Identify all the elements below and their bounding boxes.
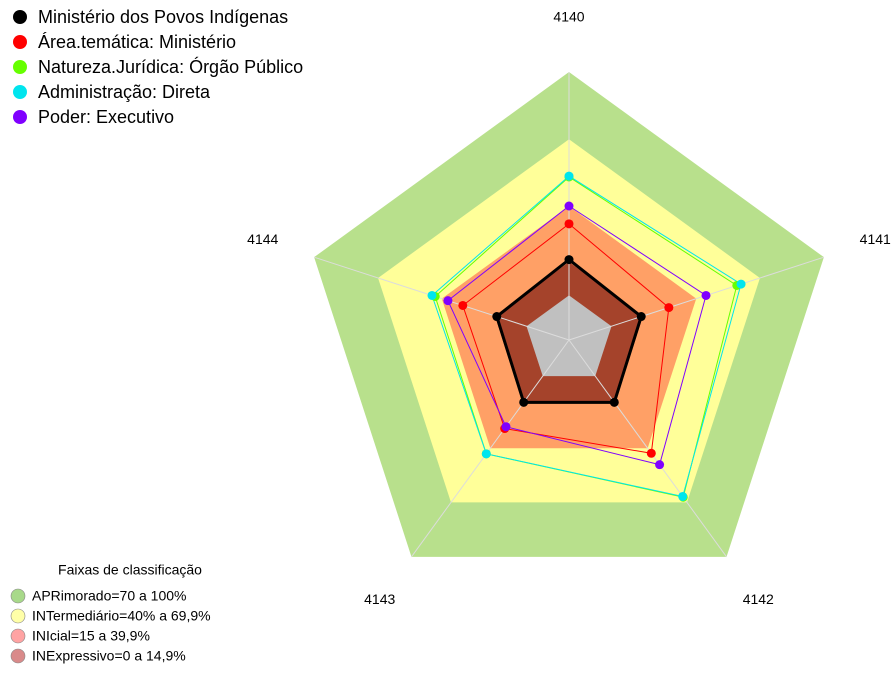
series-line [431, 175, 742, 498]
point [481, 449, 491, 459]
point [519, 397, 529, 407]
point [443, 296, 453, 306]
spoke [313, 256, 570, 341]
legend-label: Administração: Direta [38, 82, 211, 102]
band-legend-title: Faixas de classificação [58, 562, 202, 578]
band-legend-label: INTermediário=40% a 69,9% [32, 608, 211, 624]
band-legend-label: INIcial=15 a 39,9% [32, 628, 150, 644]
axis-label: 4144 [247, 231, 278, 247]
axis-label: 4141 [860, 231, 891, 247]
point [678, 491, 688, 501]
spoke [411, 339, 570, 558]
point [736, 279, 746, 289]
axis-label: 4142 [743, 591, 774, 607]
legend-marker [13, 35, 27, 49]
legend-marker [13, 110, 27, 124]
legend-label: Poder: Executivo [38, 107, 174, 127]
point [501, 422, 511, 432]
axis-label: 4140 [553, 9, 584, 25]
point [458, 300, 468, 310]
band-legend-label: INExpressivo=0 a 14,9% [32, 648, 186, 664]
point [664, 303, 674, 313]
series-line [447, 205, 707, 466]
point [701, 290, 711, 300]
band-legend-marker [10, 628, 26, 644]
band-legend-marker [10, 648, 26, 664]
legend-marker [13, 60, 27, 74]
point [636, 312, 646, 322]
point [564, 201, 574, 211]
legend-label: Área.temática: Ministério [38, 32, 236, 52]
point [609, 397, 619, 407]
spoke [568, 339, 727, 558]
series-line [462, 223, 670, 454]
legend-label: Natureza.Jurídica: Órgão Público [38, 56, 303, 77]
point [564, 255, 574, 265]
legend-label: Ministério dos Povos Indígenas [38, 7, 288, 27]
band-legend-marker [10, 608, 26, 624]
point [492, 312, 502, 322]
point [646, 448, 656, 458]
series-line [495, 257, 643, 404]
band-legend-marker [10, 588, 26, 604]
point [564, 171, 574, 181]
axis-label: 4143 [364, 591, 395, 607]
legend-marker [13, 10, 27, 24]
point [427, 290, 437, 300]
spoke [568, 256, 825, 341]
point [564, 219, 574, 229]
point [655, 460, 665, 470]
band-legend-label: APRimorado=70 a 100% [32, 588, 187, 604]
legend-marker [13, 85, 27, 99]
